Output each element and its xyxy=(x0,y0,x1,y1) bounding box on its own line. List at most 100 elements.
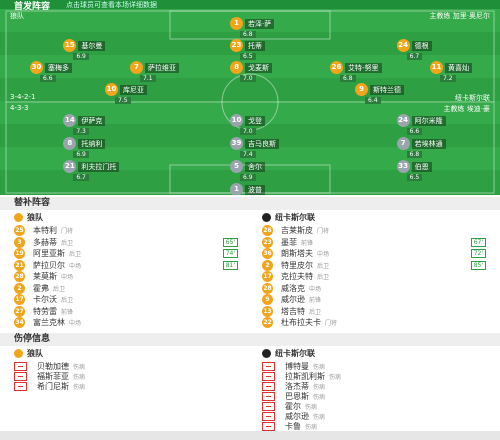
player-position: 前锋 xyxy=(309,297,322,304)
injury-icon xyxy=(14,382,27,391)
player-name: 波普 xyxy=(245,184,265,195)
list-row[interactable]: 19 阿里亚斯 后卫 74' xyxy=(14,248,238,259)
team-header: 狼队 xyxy=(14,348,43,359)
player-rating: 6.9 xyxy=(73,53,89,60)
player-number: 10 xyxy=(105,83,118,96)
list-row[interactable]: 17 卡尔沃 后卫 xyxy=(14,294,238,305)
player[interactable]: 8 托纳利 6.9 xyxy=(63,137,106,158)
player[interactable]: 33 伯恩 6.5 xyxy=(396,160,432,181)
player-name: 若泽·萨 xyxy=(245,18,275,29)
sub-minute: 65' xyxy=(222,237,238,247)
player-name: 伯恩 xyxy=(411,161,432,172)
list-row[interactable]: 2 霍弗 后卫 xyxy=(14,282,238,294)
player[interactable]: 15 基尔曼 6.9 xyxy=(63,39,106,60)
player-name: 杜布拉夫卡 xyxy=(281,318,321,327)
footer-bar xyxy=(0,431,500,440)
list-row[interactable]: 34 富兰克林 中场 xyxy=(14,317,238,328)
list-row[interactable]: 28 莱莫斯 中场 xyxy=(14,271,238,282)
player[interactable]: 7 若埃林通 6.8 xyxy=(396,137,446,158)
list-row[interactable]: 26 吉莱斯皮 门将 xyxy=(262,225,486,236)
player-position: 后卫 xyxy=(61,297,74,304)
list-row[interactable]: 36 朗斯塔夫 中场 72' xyxy=(262,248,486,259)
list-row[interactable]: 23 墨菲 前锋 67' xyxy=(262,236,486,248)
sub-minute: 67' xyxy=(470,237,486,247)
home-coach: 主教练 加里·奥尼尔 xyxy=(429,12,490,20)
list-row[interactable]: 卡鲁 伤病 xyxy=(262,421,486,432)
player[interactable]: 24 德根 6.7 xyxy=(396,39,432,60)
list-row[interactable]: 洛杰蒂 伤病 xyxy=(262,381,486,392)
player-number: 17 xyxy=(262,271,273,282)
player-number: 5 xyxy=(230,160,243,173)
injury-icon xyxy=(14,362,27,371)
list-row[interactable]: 3 多赫蒂 后卫 65' xyxy=(14,236,238,248)
player-position: 后卫 xyxy=(69,251,82,258)
player-name: 威尔逊 xyxy=(281,295,305,304)
injury-icon xyxy=(262,372,275,381)
player[interactable]: 14 伊萨克 7.3 xyxy=(63,114,106,135)
player-rating: 6.8 xyxy=(240,31,256,38)
away-coach: 主教练 埃迪·豪 xyxy=(443,105,490,113)
list-row[interactable]: 13 塔吉特 后卫 xyxy=(262,305,486,317)
player-name: 斯特兰德 xyxy=(370,84,404,95)
player[interactable]: 9 斯特兰德 6.4 xyxy=(355,83,404,104)
player[interactable]: 11 黄喜灿 7.2 xyxy=(430,61,472,82)
player[interactable]: 1波普6.6 xyxy=(230,183,265,195)
list-row[interactable]: 拉斯凯利斯 伤病 xyxy=(262,371,486,382)
player-name: 墨菲 xyxy=(281,237,297,247)
player-number: 24 xyxy=(396,114,410,127)
player-name: 威尔逊 xyxy=(285,412,309,421)
list-row[interactable]: 2 特里皮尔 后卫 85' xyxy=(262,259,486,271)
player-number: 9 xyxy=(355,83,368,96)
player[interactable]: 26 艾特-努里 6.8 xyxy=(330,61,382,82)
list-row[interactable]: 博特曼 伤病 xyxy=(262,361,486,372)
player[interactable]: 24 阿尔米隆 6.6 xyxy=(396,114,446,135)
list-row[interactable]: 希门尼斯 伤病 xyxy=(14,381,238,392)
player-position: 中场 xyxy=(309,285,322,293)
player[interactable]: 30 塞梅多 6.6 xyxy=(30,61,72,82)
player-position: 后卫 xyxy=(317,274,330,281)
list-row[interactable]: 威尔逊 伤病 xyxy=(262,411,486,422)
list-row[interactable]: 25 本特利 门将 xyxy=(14,225,238,236)
player-rating: 7.0 xyxy=(240,75,256,82)
list-row[interactable]: 22 杜布拉夫卡 门将 xyxy=(262,317,486,328)
player-name: 萨拉维亚 xyxy=(145,62,179,73)
player-number: 17 xyxy=(14,294,25,305)
list-row[interactable]: 福斯菲亚 伤病 xyxy=(14,371,238,382)
player-position: 中场 xyxy=(317,251,330,258)
player[interactable]: 23 托蒂 6.5 xyxy=(230,39,265,60)
title: 首发阵容 xyxy=(14,2,51,12)
injury-icon xyxy=(14,372,27,381)
player-number: 23 xyxy=(230,39,243,52)
list-row[interactable]: 17 克拉夫特 后卫 xyxy=(262,271,486,282)
list-row[interactable]: 贝勒加德 伤病 xyxy=(14,361,238,372)
player[interactable]: 10 库尼亚 7.5 xyxy=(105,83,147,104)
player-name: 若埃林通 xyxy=(411,138,446,149)
player[interactable]: 21 利夫拉门托 6.7 xyxy=(63,160,120,181)
player-number: 25 xyxy=(14,225,25,236)
player[interactable]: 5 舍尔 6.9 xyxy=(230,160,265,181)
player-name: 富兰克林 xyxy=(33,318,65,327)
injury-reason: 伤病 xyxy=(73,364,86,371)
list-row[interactable]: 霍尔 伤病 xyxy=(262,401,486,412)
list-row[interactable]: 巴恩斯 伤病 xyxy=(262,391,486,402)
player[interactable]: 1 若泽·萨 6.8 xyxy=(230,17,275,38)
list-row[interactable]: 21 萨拉贝尔 中场 81' xyxy=(14,259,238,271)
player-name: 卡尔沃 xyxy=(33,295,57,304)
player[interactable]: 7 萨拉维亚 7.1 xyxy=(130,61,179,82)
list-row[interactable]: 28 威洛克 中场 xyxy=(262,282,486,294)
player-name: 托蒂 xyxy=(245,40,265,51)
injury-reason: 伤病 xyxy=(73,374,86,381)
team-name: 纽卡斯尔联 xyxy=(275,349,315,358)
player[interactable]: 8 戈麦斯 7.0 xyxy=(230,61,272,82)
player-rating: 6.8 xyxy=(406,151,423,158)
player-name: 卡鲁 xyxy=(285,422,301,431)
pitch: 狼队 主教练 加里·奥尼尔 3-4-2-1 4-3-3 纽卡斯尔联 主教练 埃迪·豪 1 若泽… xyxy=(0,9,500,195)
player-rating: 6.9 xyxy=(73,151,89,158)
player-name: 伊萨克 xyxy=(78,115,106,126)
player[interactable]: 10 戈登 7.0 xyxy=(230,114,265,135)
list-row[interactable]: 27 特劳雷 前锋 xyxy=(14,305,238,317)
player-position: 中场 xyxy=(61,274,74,281)
player-rating: 6.7 xyxy=(406,53,423,60)
player[interactable]: 39 吉马良斯 7.4 xyxy=(230,137,279,158)
list-row[interactable]: 9 威尔逊 前锋 xyxy=(262,294,486,305)
